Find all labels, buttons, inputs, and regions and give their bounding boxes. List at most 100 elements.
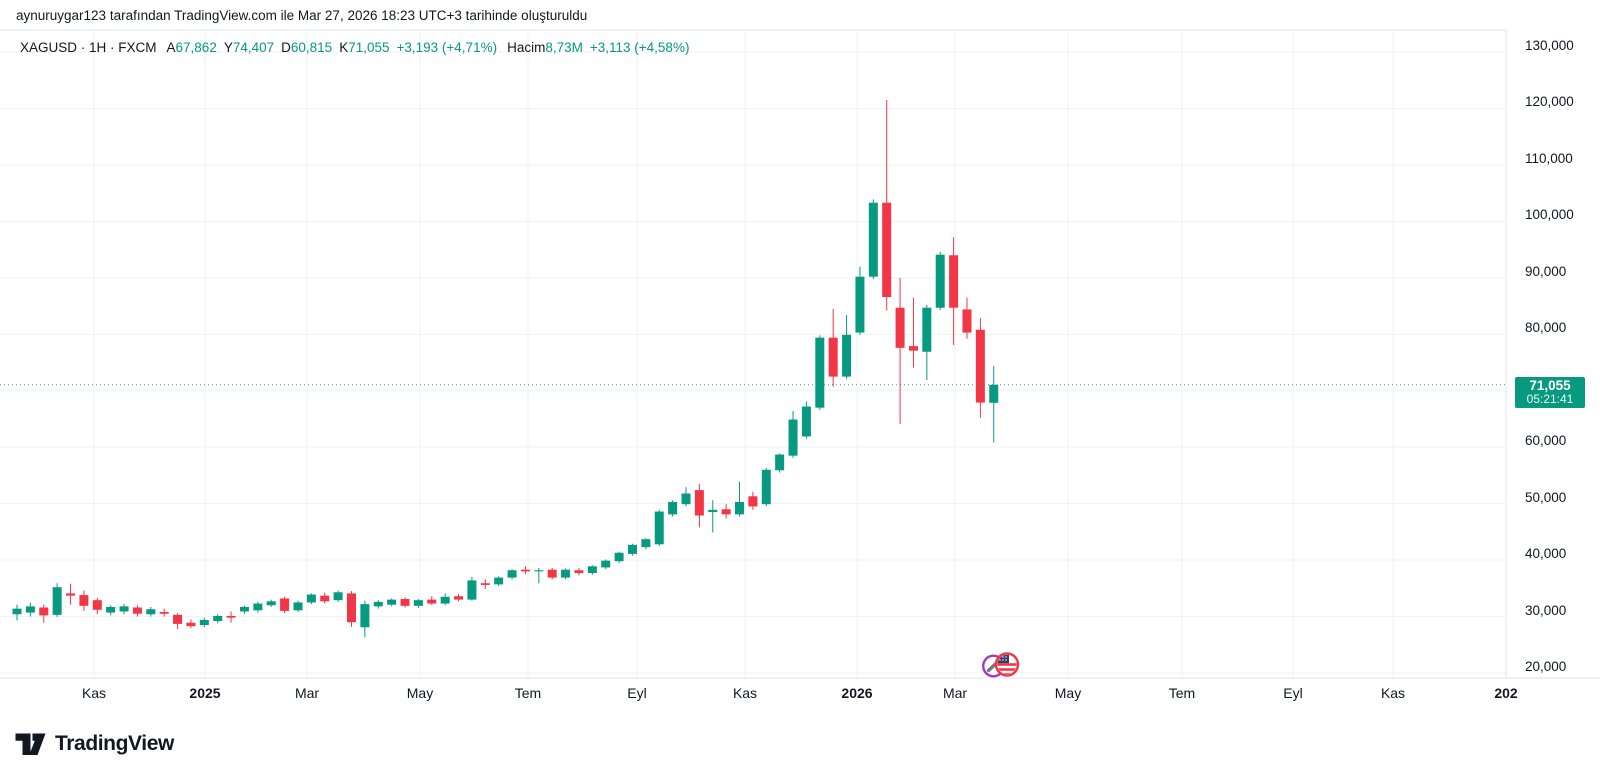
candle-body <box>949 255 959 308</box>
candle-body <box>347 593 356 623</box>
candle-body <box>641 539 651 548</box>
symbol-title[interactable]: XAGUSD · 1H · FXCM <box>20 40 157 55</box>
candle-body <box>173 614 183 624</box>
tradingview-logo-text: TradingView <box>55 732 174 755</box>
price-axis-label: 50,000 <box>1525 489 1567 505</box>
candle-body <box>146 609 156 615</box>
candle-body <box>494 577 504 585</box>
tradingview-logo-icon <box>15 733 46 755</box>
candle-body <box>627 544 637 554</box>
candle-body <box>199 619 209 626</box>
candle-body <box>748 496 758 507</box>
candle-body <box>828 337 838 377</box>
bar-countdown: 05:21:41 <box>1526 391 1574 406</box>
us-flag-icon <box>994 652 1020 677</box>
price-axis-label: 90,000 <box>1525 263 1567 279</box>
candle-body <box>226 615 236 618</box>
price-axis-label: 130,000 <box>1525 38 1574 53</box>
ohlc-values: A67,862 Y74,407 D60,815 K71,055 <box>167 40 397 55</box>
candle-body <box>454 596 464 600</box>
candle-body <box>306 594 316 603</box>
candle-body <box>855 276 865 333</box>
candle-body <box>507 570 517 578</box>
time-axis-label: 202 <box>1494 685 1518 701</box>
tradingview-brand[interactable]: TradingView <box>15 732 174 756</box>
candle-body <box>801 406 811 437</box>
price-axis-label: 30,000 <box>1525 602 1567 618</box>
candle-body <box>534 570 544 572</box>
candle-body <box>132 607 142 614</box>
price-axis-label: 110,000 <box>1525 150 1573 166</box>
candle-body <box>213 615 223 622</box>
candle-body <box>427 599 437 604</box>
candle-body <box>66 593 76 596</box>
price-axis[interactable]: 130,000 120,000 110,000 100,000 90,000 80,000… <box>1506 30 1600 678</box>
candle-body <box>842 334 852 377</box>
ohlc-item: A67,862 <box>166 40 217 55</box>
candle-body <box>266 601 276 606</box>
candle-body <box>320 595 330 602</box>
candle-body <box>975 329 985 403</box>
time-axis-label: Kas <box>732 685 758 701</box>
time-axis-label: 2026 <box>841 685 873 701</box>
candle-body <box>159 612 169 614</box>
candle-body <box>79 595 89 606</box>
candle-body <box>922 307 932 352</box>
price-change: +3,193 (+4,71%) <box>396 40 498 55</box>
attribution-text: aynuruygar123 tarafından TradingView.com… <box>16 7 588 23</box>
volume-label: Hacim <box>507 40 546 55</box>
candle-body <box>694 490 704 516</box>
candle-body <box>400 599 410 606</box>
candle-body <box>775 454 785 471</box>
candle-body <box>574 570 584 574</box>
time-axis-label: Eyl <box>1283 685 1303 701</box>
price-axis-label: 100,000 <box>1525 207 1574 223</box>
price-axis-label: 60,000 <box>1525 433 1567 449</box>
candle-body <box>39 607 49 616</box>
ohlc-item: D60,815 <box>281 40 333 55</box>
last-price-badge[interactable]: 71,055 05:21:41 <box>1515 376 1585 408</box>
candle-body <box>547 569 557 578</box>
time-axis-label: Tem <box>1168 685 1196 701</box>
volume-value: 8,73M <box>545 40 583 55</box>
time-axis-label: May <box>406 685 434 701</box>
candle-body <box>12 608 22 615</box>
time-axis-label: Mar <box>294 685 320 701</box>
candle-body <box>239 606 249 612</box>
candle-body <box>681 493 691 505</box>
candle-body <box>882 202 892 298</box>
candle-body <box>106 606 116 613</box>
last-price-value: 71,055 <box>1529 377 1571 393</box>
time-axis-label: Eyl <box>627 685 647 701</box>
candle-body <box>788 419 798 456</box>
candle-body <box>360 604 370 628</box>
candle-body <box>868 202 878 277</box>
candle-body <box>280 598 290 611</box>
candle-body <box>253 603 263 611</box>
candle-body <box>761 469 771 505</box>
candle-body <box>895 307 905 348</box>
candle-body <box>721 509 731 515</box>
price-axis-label: 40,000 <box>1525 546 1567 562</box>
price-axis-label: 20,000 <box>1525 659 1567 674</box>
candle-body <box>815 337 825 408</box>
candle-body <box>293 602 303 611</box>
candle-body <box>587 566 597 574</box>
candle-body <box>520 569 530 572</box>
candle-body <box>413 600 423 606</box>
candle-body <box>654 511 664 545</box>
time-axis-label: Kas <box>1380 685 1406 701</box>
candle-body <box>480 583 490 585</box>
time-axis-label: Kas <box>81 685 107 701</box>
candle-body <box>387 599 397 605</box>
candle-body <box>467 580 477 600</box>
symbol-legend[interactable]: XAGUSD · 1H · FXCM A67,862 Y74,407 D60,815… <box>20 39 689 56</box>
candle-body <box>561 569 571 578</box>
candle-body <box>373 601 383 607</box>
candle-body <box>92 600 102 610</box>
time-axis[interactable]: Kas 2025 Mar May Tem Eyl Kas 2026 Mar May Tem Eyl Ka… <box>0 678 1600 712</box>
symbol-pair-icon <box>981 652 1020 678</box>
price-axis-label: 80,000 <box>1525 320 1567 336</box>
